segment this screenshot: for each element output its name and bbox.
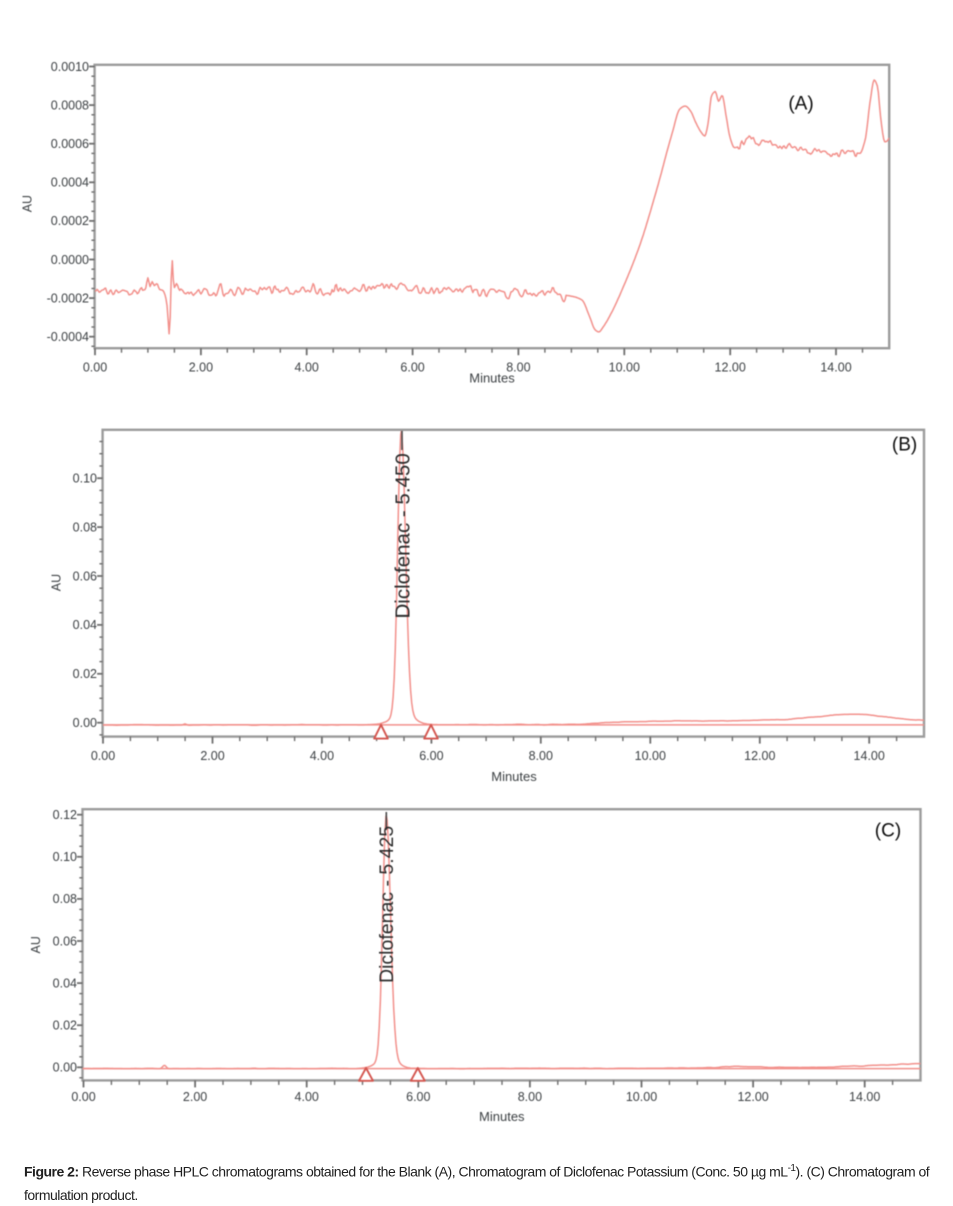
svg-text:0.06: 0.06: [53, 934, 77, 948]
svg-text:0.08: 0.08: [73, 520, 97, 534]
svg-text:12.00: 12.00: [715, 361, 746, 375]
svg-text:4.00: 4.00: [295, 361, 319, 375]
svg-text:0.00: 0.00: [91, 749, 115, 763]
svg-text:0.00: 0.00: [53, 1061, 77, 1075]
svg-text:0.04: 0.04: [53, 976, 77, 990]
svg-text:14.00: 14.00: [849, 1090, 880, 1104]
svg-text:12.00: 12.00: [737, 1090, 768, 1104]
svg-text:0.0006: 0.0006: [51, 137, 89, 151]
svg-text:0.0000: 0.0000: [51, 253, 89, 267]
svg-text:0.0002: 0.0002: [51, 214, 89, 228]
svg-text:Minutes: Minutes: [491, 769, 537, 784]
svg-text:0.10: 0.10: [73, 472, 97, 486]
svg-text:8.00: 8.00: [506, 361, 530, 375]
svg-text:2.00: 2.00: [189, 361, 213, 375]
svg-text:Diclofenac - 5.450: Diclofenac - 5.450: [392, 453, 415, 618]
svg-text:14.00: 14.00: [820, 361, 851, 375]
svg-text:(A): (A): [788, 93, 813, 114]
svg-text:2.00: 2.00: [200, 749, 224, 763]
svg-text:0.0004: 0.0004: [51, 176, 89, 190]
svg-text:0.0010: 0.0010: [51, 60, 89, 74]
svg-text:0.12: 0.12: [53, 808, 77, 822]
svg-text:0.10: 0.10: [53, 850, 77, 864]
svg-text:AU: AU: [21, 195, 35, 212]
svg-text:6.00: 6.00: [406, 1090, 430, 1104]
svg-text:AU: AU: [50, 574, 64, 591]
svg-text:0.00: 0.00: [73, 716, 97, 730]
svg-text:0.02: 0.02: [53, 1019, 77, 1033]
svg-text:0.04: 0.04: [73, 618, 97, 632]
svg-text:0.00: 0.00: [83, 361, 107, 375]
svg-text:8.00: 8.00: [518, 1090, 542, 1104]
svg-text:Diclofenac - 5.425: Diclofenac - 5.425: [376, 826, 398, 983]
svg-text:0.00: 0.00: [71, 1090, 95, 1104]
svg-text:0.0008: 0.0008: [51, 98, 89, 112]
svg-text:Minutes: Minutes: [479, 1109, 525, 1124]
svg-text:2.00: 2.00: [183, 1090, 207, 1104]
svg-text:Minutes: Minutes: [469, 371, 515, 386]
svg-text:10.00: 10.00: [609, 361, 640, 375]
svg-text:AU: AU: [29, 936, 43, 953]
svg-text:0.02: 0.02: [73, 667, 97, 681]
svg-text:8.00: 8.00: [529, 749, 553, 763]
svg-text:14.00: 14.00: [854, 749, 885, 763]
svg-text:-0.0004: -0.0004: [47, 330, 89, 344]
svg-text:6.00: 6.00: [419, 749, 443, 763]
svg-text:4.00: 4.00: [295, 1090, 319, 1104]
svg-text:6.00: 6.00: [400, 361, 424, 375]
svg-text:10.00: 10.00: [635, 749, 666, 763]
svg-text:(B): (B): [892, 434, 917, 455]
svg-text:0.06: 0.06: [73, 569, 97, 583]
svg-text:12.00: 12.00: [744, 749, 775, 763]
svg-text:-0.0002: -0.0002: [47, 291, 89, 305]
svg-text:10.00: 10.00: [626, 1090, 657, 1104]
svg-text:(C): (C): [875, 821, 901, 842]
svg-text:0.08: 0.08: [53, 892, 77, 906]
svg-text:4.00: 4.00: [310, 749, 334, 763]
